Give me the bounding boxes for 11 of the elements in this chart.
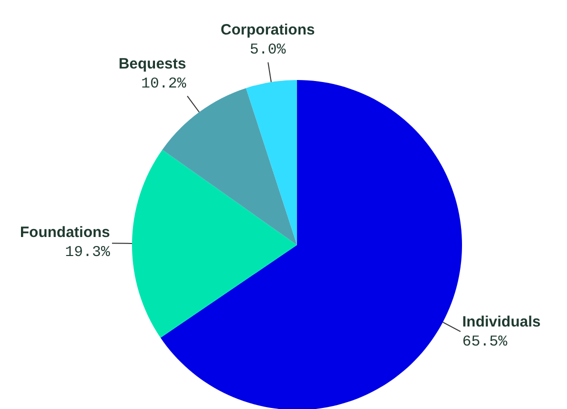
data-label: 19.3%	[64, 244, 111, 262]
pie-slice	[162, 88, 297, 245]
pie-slice	[132, 150, 297, 338]
data-label: 10.2%	[141, 75, 188, 92]
pie-slice	[246, 80, 297, 245]
slice-label: Foundations	[20, 224, 110, 242]
data-label: 65.5%	[462, 334, 508, 351]
slice-label: Individuals	[462, 314, 541, 331]
slice-label: Corporations	[220, 21, 315, 38]
slice-label: Bequests	[118, 55, 186, 72]
data-label: 5.0%	[250, 41, 287, 58]
